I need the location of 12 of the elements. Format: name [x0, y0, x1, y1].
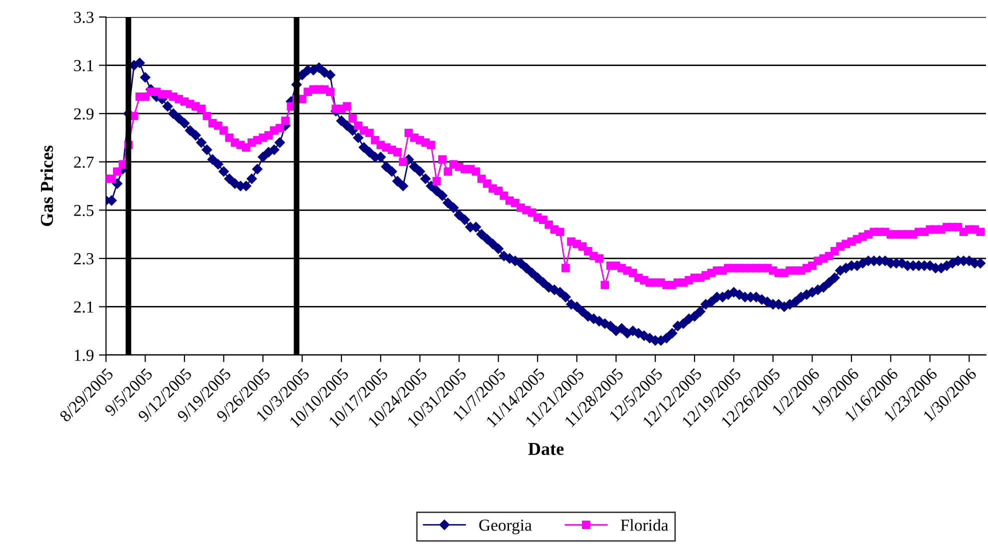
- legend-label: Florida: [620, 519, 668, 531]
- y-tick-label: 2.5: [74, 204, 94, 216]
- x-axis-title: Date: [528, 443, 564, 455]
- y-tick-label: 2.7: [74, 156, 94, 168]
- y-tick-label: 2.3: [74, 253, 94, 264]
- y-tick-label: 2.1: [74, 301, 94, 313]
- y-tick-label: 3.1: [74, 60, 94, 72]
- y-axis-title: Gas Prices: [40, 146, 54, 226]
- y-tick-label: 3.3: [74, 12, 94, 24]
- legend-label: Georgia: [479, 520, 532, 534]
- y-tick-label: 1.9: [74, 350, 94, 362]
- y-tick-label: 2.9: [74, 108, 94, 120]
